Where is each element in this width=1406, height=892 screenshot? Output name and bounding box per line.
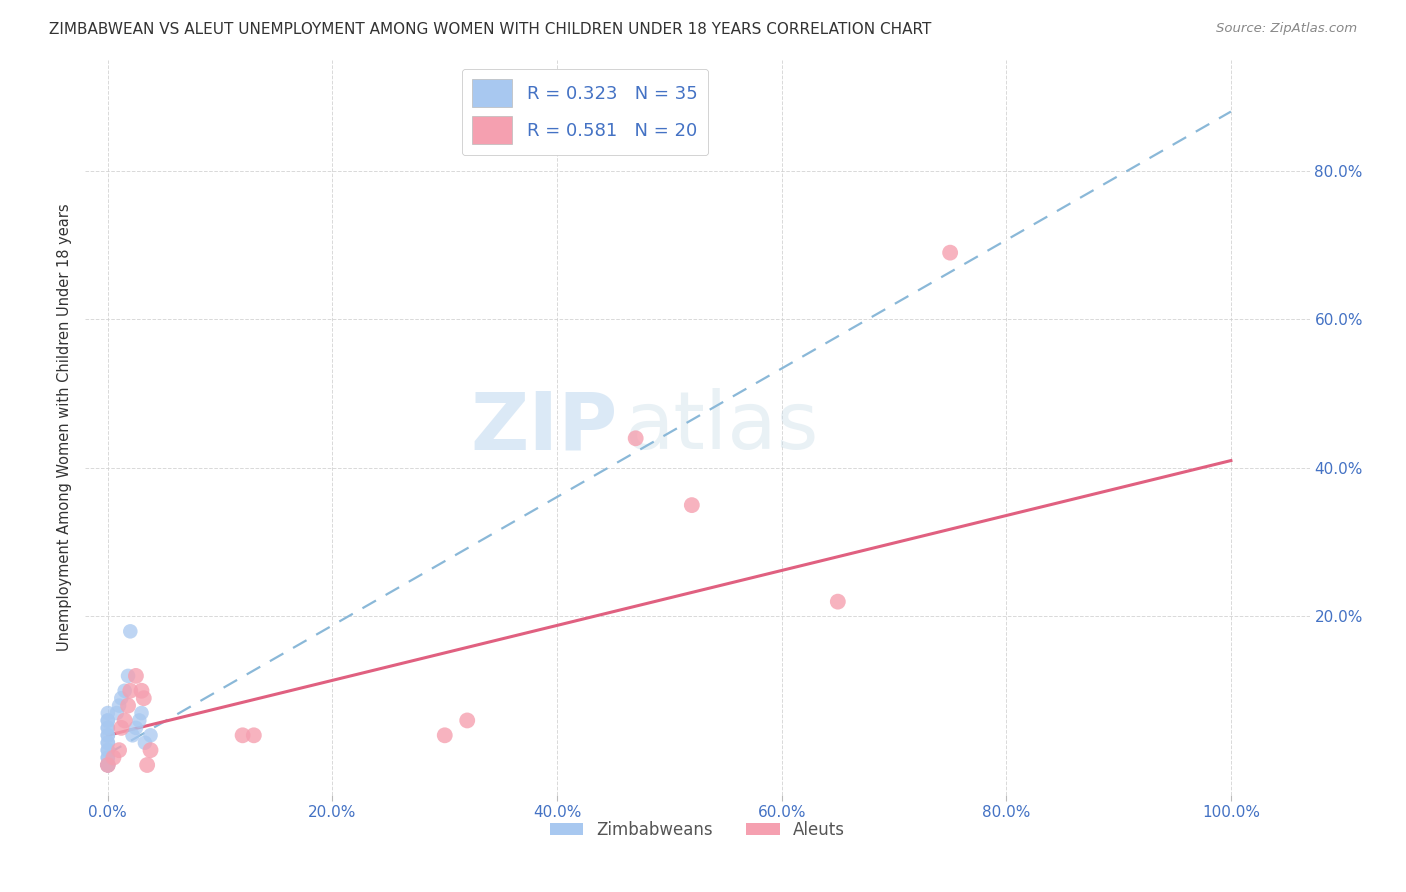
Point bbox=[97, 758, 120, 772]
Point bbox=[139, 743, 162, 757]
Point bbox=[97, 706, 120, 720]
Point bbox=[125, 721, 148, 735]
Point bbox=[97, 736, 120, 750]
Point bbox=[97, 758, 120, 772]
Legend: Zimbabweans, Aleuts: Zimbabweans, Aleuts bbox=[543, 814, 852, 846]
Point bbox=[97, 758, 120, 772]
Point bbox=[125, 669, 148, 683]
Point bbox=[105, 706, 128, 720]
Point bbox=[110, 691, 132, 706]
Point bbox=[97, 743, 120, 757]
Point bbox=[433, 728, 456, 742]
Y-axis label: Unemployment Among Women with Children Under 18 years: Unemployment Among Women with Children U… bbox=[58, 203, 72, 651]
Point bbox=[97, 721, 120, 735]
Point bbox=[939, 245, 962, 260]
Text: ZIP: ZIP bbox=[471, 388, 617, 467]
Point bbox=[121, 728, 143, 742]
Point bbox=[108, 743, 131, 757]
Point bbox=[97, 758, 120, 772]
Point bbox=[117, 669, 139, 683]
Point bbox=[120, 683, 142, 698]
Point bbox=[97, 736, 120, 750]
Point bbox=[110, 721, 132, 735]
Point bbox=[103, 750, 125, 764]
Point bbox=[97, 728, 120, 742]
Point bbox=[114, 714, 136, 728]
Point bbox=[97, 750, 120, 764]
Point bbox=[456, 714, 478, 728]
Point bbox=[232, 728, 254, 742]
Point bbox=[827, 594, 849, 608]
Point bbox=[132, 691, 155, 706]
Point bbox=[108, 698, 131, 713]
Point bbox=[97, 714, 120, 728]
Point bbox=[128, 714, 150, 728]
Point bbox=[243, 728, 266, 742]
Point bbox=[131, 706, 153, 720]
Point bbox=[97, 750, 120, 764]
Point bbox=[624, 431, 647, 445]
Point bbox=[97, 758, 120, 772]
Point bbox=[97, 743, 120, 757]
Point bbox=[139, 728, 162, 742]
Point bbox=[681, 498, 703, 512]
Text: Source: ZipAtlas.com: Source: ZipAtlas.com bbox=[1216, 22, 1357, 36]
Point bbox=[97, 758, 120, 772]
Text: atlas: atlas bbox=[624, 388, 818, 467]
Point bbox=[131, 683, 153, 698]
Point bbox=[97, 714, 120, 728]
Text: ZIMBABWEAN VS ALEUT UNEMPLOYMENT AMONG WOMEN WITH CHILDREN UNDER 18 YEARS CORREL: ZIMBABWEAN VS ALEUT UNEMPLOYMENT AMONG W… bbox=[49, 22, 932, 37]
Point bbox=[97, 758, 120, 772]
Point bbox=[114, 683, 136, 698]
Point bbox=[120, 624, 142, 639]
Point bbox=[117, 698, 139, 713]
Point bbox=[97, 721, 120, 735]
Point bbox=[97, 758, 120, 772]
Point bbox=[97, 728, 120, 742]
Point bbox=[97, 758, 120, 772]
Point bbox=[97, 758, 120, 772]
Point bbox=[97, 758, 120, 772]
Point bbox=[136, 758, 159, 772]
Point bbox=[134, 736, 156, 750]
